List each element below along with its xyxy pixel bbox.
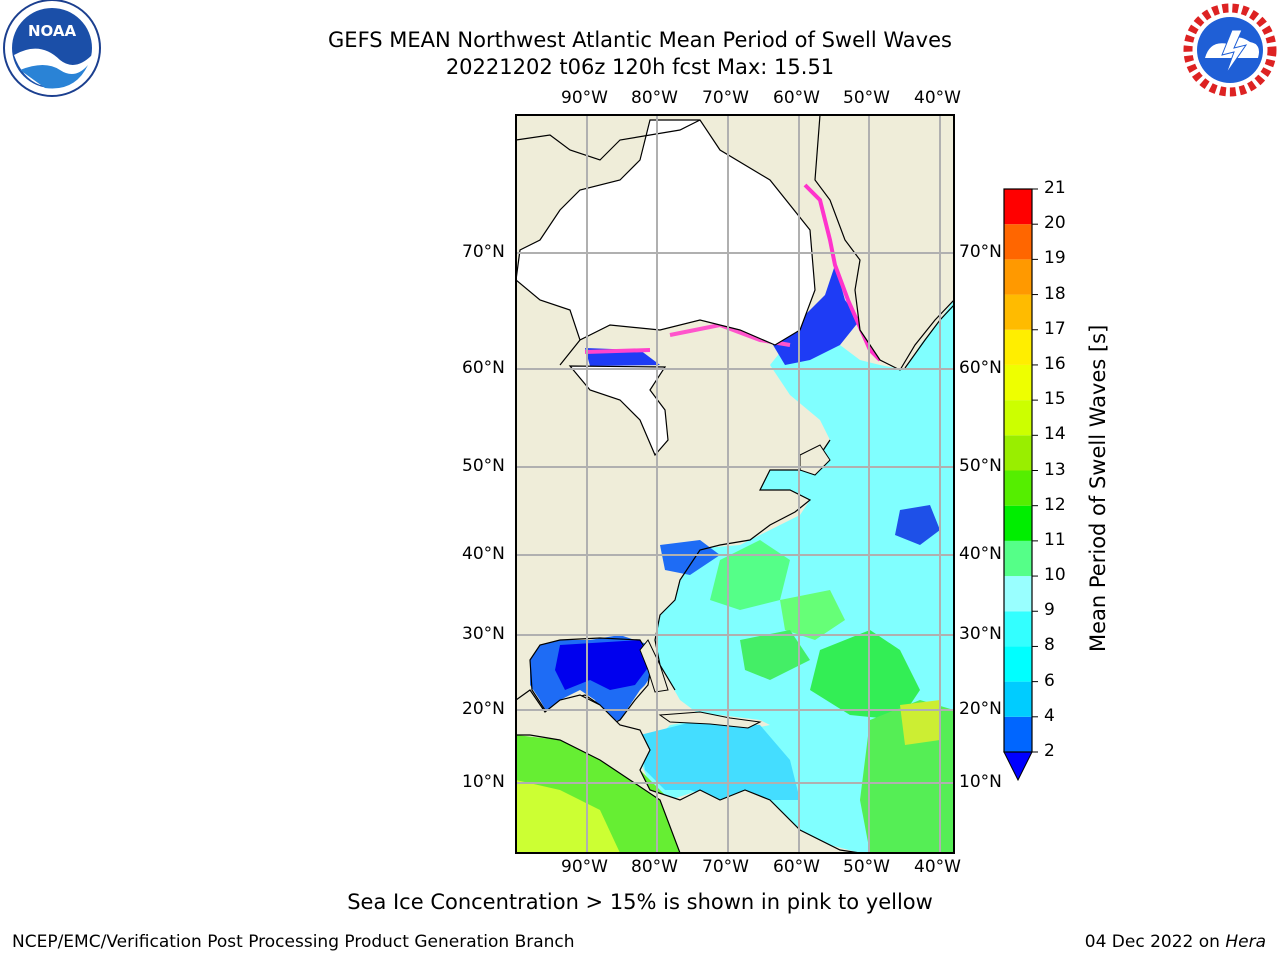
nws-logo (1182, 2, 1278, 98)
lat-tick-left-40n: 40°N (462, 544, 505, 564)
colorbar-tick-label: 9 (1044, 600, 1055, 621)
land-florida (639, 639, 669, 693)
lon-tick-bottom-90w: 90°W (561, 857, 608, 877)
colorbar-tick-label: 20 (1044, 213, 1066, 234)
footer-date-text: 04 Dec 2022 on (1084, 932, 1220, 952)
lat-tick-right-70n: 70°N (959, 242, 1002, 262)
lon-tick-bottom-50w: 50°W (843, 857, 890, 877)
lon-tick-top-60w: 60°W (773, 88, 820, 108)
land-central-america (516, 689, 861, 853)
lat-tick-right-50n: 50°N (959, 456, 1002, 476)
colorbar-bin (1004, 470, 1032, 506)
lat-tick-left-10n: 10°N (462, 772, 505, 792)
lat-tick-right-40n: 40°N (959, 544, 1002, 564)
colorbar-tick-label: 18 (1044, 283, 1066, 304)
lon-tick-bottom-70w: 70°W (702, 857, 749, 877)
lon-tick-top-80w: 80°W (631, 88, 678, 108)
colorbar-tick-label: 13 (1044, 459, 1066, 480)
ocean-caribbean (640, 720, 800, 800)
colorbar-tick-label: 12 (1044, 494, 1066, 515)
sea-ice-caption: Sea Ice Concentration > 15% is shown in … (347, 890, 933, 914)
colorbar-bin (1004, 400, 1032, 436)
colorbar-tick-label: 2 (1044, 741, 1055, 761)
colorbar-bin (1004, 435, 1032, 471)
lat-tick-left-30n: 30°N (462, 624, 505, 644)
map-frame (515, 114, 955, 854)
colorbar-bin (1004, 611, 1032, 647)
colorbar-tick-label: 6 (1044, 670, 1055, 691)
colorbar-bin (1004, 576, 1032, 612)
swell-patch-green (710, 540, 790, 610)
colorbar-bin (1004, 505, 1032, 541)
colorbar-bin (1004, 646, 1032, 682)
lat-tick-right-60n: 60°N (959, 358, 1002, 378)
lon-tick-top-70w: 70°W (702, 88, 749, 108)
lat-tick-left-60n: 60°N (462, 358, 505, 378)
graticule (516, 115, 954, 853)
lat-tick-right-20n: 20°N (959, 699, 1002, 719)
colorbar-bin (1004, 540, 1032, 577)
colorbar-tick-label: 8 (1044, 635, 1055, 656)
colorbar-bin (1004, 189, 1032, 225)
lon-tick-top-90w: 90°W (561, 88, 608, 108)
lat-tick-left-20n: 20°N (462, 699, 505, 719)
lon-tick-top-50w: 50°W (843, 88, 890, 108)
lon-tick-bottom-80w: 80°W (631, 857, 678, 877)
colorbar-title: Mean Period of Swell Waves [s] (1086, 324, 1110, 652)
swell-patch-blue (770, 265, 860, 365)
map-subtitle: 20221202 t06z 120h fcst Max: 15.51 (445, 55, 835, 79)
lat-tick-right-10n: 10°N (959, 772, 1002, 792)
colorbar-tick-label: 19 (1044, 248, 1066, 269)
colorbar-bin (1004, 294, 1032, 330)
colorbar (1003, 188, 1038, 782)
footer-machine: Hera (1225, 932, 1266, 952)
footer-organization: NCEP/EMC/Verification Post Processing Pr… (12, 932, 575, 952)
lon-tick-bottom-40w: 40°W (914, 857, 961, 877)
colorbar-tick-label: 11 (1044, 529, 1066, 550)
colorbar-extend-arrow (1003, 751, 1033, 782)
colorbar-bin (1004, 364, 1032, 401)
map-title: GEFS MEAN Northwest Atlantic Mean Period… (328, 28, 952, 52)
land-cuba (658, 711, 762, 729)
noaa-logo: NOAA (3, 0, 101, 97)
colorbar-bin (1004, 329, 1032, 365)
colorbar-tick-label: 16 (1044, 353, 1066, 374)
colorbar-tick-label: 10 (1044, 565, 1066, 586)
colorbar-bin (1004, 681, 1032, 717)
noaa-logo-text: NOAA (28, 22, 77, 40)
ocean-gulf-deep (555, 640, 650, 690)
colorbar-tick-label: 15 (1044, 389, 1066, 410)
footer-date: 04 Dec 2022 on Hera (1085, 932, 1266, 952)
colorbar-bin (1004, 259, 1032, 295)
colorbar-tick-label: 17 (1044, 318, 1066, 339)
colorbar-bin (1004, 224, 1032, 260)
colorbar-tick-label: 14 (1044, 424, 1066, 445)
colorbar-tick-label: 4 (1044, 705, 1055, 726)
lat-tick-left-50n: 50°N (462, 456, 505, 476)
lon-tick-top-40w: 40°W (914, 88, 961, 108)
lat-tick-left-70n: 70°N (462, 242, 505, 262)
coastline-east (654, 304, 954, 691)
map-area (516, 115, 954, 853)
colorbar-tick-label: 21 (1044, 178, 1066, 198)
lon-tick-bottom-60w: 60°W (773, 857, 820, 877)
colorbar-bin (1004, 716, 1032, 752)
lat-tick-right-30n: 30°N (959, 624, 1002, 644)
